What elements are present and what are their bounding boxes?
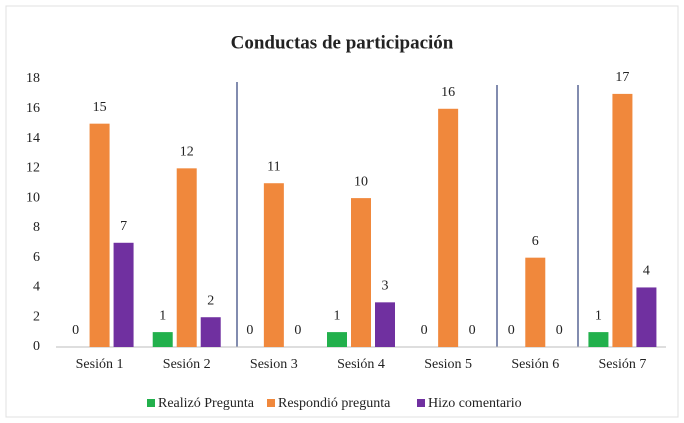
y-tick-label: 10 [26,190,40,205]
x-tick-label: Sesion 5 [424,357,472,372]
chart-frame [5,5,679,418]
y-tick-label: 12 [26,161,40,176]
value-label: 0 [469,323,476,338]
y-tick-label: 6 [33,250,40,265]
y-tick-label: 18 [26,71,40,86]
bar [89,123,110,348]
bar [636,287,657,347]
legend-swatch [417,399,425,407]
y-tick-label: 0 [33,339,40,354]
value-label: 4 [643,264,650,279]
value-label: 10 [354,174,368,189]
bar [612,93,633,347]
y-tick-label: 16 [26,101,40,116]
bar [263,183,284,347]
bar [200,317,221,347]
x-tick-label: Sesión 4 [337,357,385,372]
value-label: 15 [93,100,107,115]
value-label: 1 [595,308,602,323]
value-label: 0 [72,323,79,338]
value-label: 0 [508,323,515,338]
chart-title: Conductas de participación [231,32,454,53]
legend-swatch [147,399,155,407]
x-tick-label: Sesion 3 [250,357,298,372]
bar [438,108,459,348]
bar [113,242,134,347]
bar [588,332,609,347]
legend-label: Respondió pregunta [278,396,391,411]
value-label: 0 [294,323,301,338]
y-tick-label: 8 [33,220,40,235]
value-label: 6 [532,234,539,249]
value-label: 7 [120,219,127,234]
bar [152,332,173,347]
bar [375,302,395,347]
x-tick-label: Sesión 1 [76,357,124,372]
x-tick-label: Sesión 6 [511,357,559,372]
value-label: 0 [421,323,428,338]
legend: Realizó Pregunta Respondió pregunta Hizo c… [147,396,522,411]
value-label: 12 [180,145,194,160]
x-tick-label: Sesión 7 [599,357,647,372]
bar [525,257,546,347]
legend-label: Hizo comentario [428,396,522,411]
bar [327,332,347,347]
legend-label: Realizó Pregunta [158,396,255,411]
x-tick-label: Sesión 2 [163,357,211,372]
value-label: 3 [382,279,389,294]
value-label: 1 [334,308,341,323]
value-label: 11 [267,159,280,174]
value-label: 17 [615,70,629,85]
value-label: 2 [207,293,214,308]
value-label: 16 [441,85,455,100]
value-label: 0 [246,323,253,338]
legend-swatch [267,399,275,407]
y-tick-label: 2 [33,309,40,324]
y-tick-label: 4 [33,280,40,295]
y-tick-label: 14 [26,131,40,146]
bar [351,198,371,347]
bar [176,168,197,347]
value-label: 0 [556,323,563,338]
value-label: 1 [159,308,166,323]
